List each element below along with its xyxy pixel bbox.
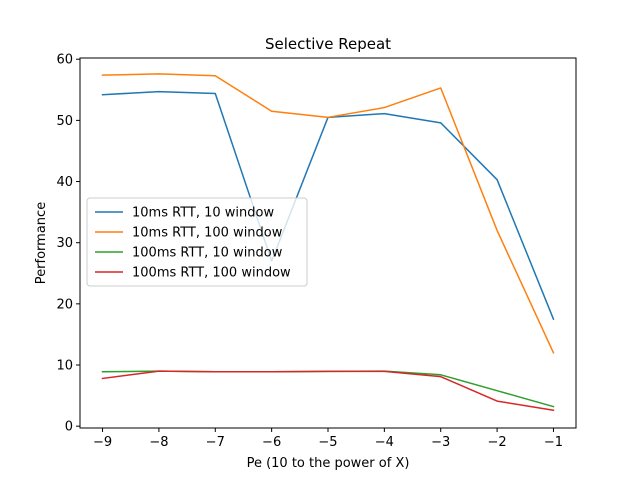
y-axis: 0 10 20 30 40 50 60: [56, 53, 80, 435]
x-tick-label: −7: [206, 435, 225, 450]
x-tick-label: −3: [431, 435, 450, 450]
y-tick-label: 0: [65, 420, 73, 435]
x-tick-label: −2: [488, 435, 507, 450]
x-tick-label: −5: [318, 435, 337, 450]
series-line-2: [101, 73, 555, 354]
legend-label: 100ms RTT, 10 window: [132, 246, 283, 261]
x-tick-label: −9: [93, 435, 112, 450]
legend-label: 10ms RTT, 10 window: [132, 206, 274, 221]
series-line-4: [101, 370, 555, 412]
x-axis: −9 −8 −7 −6 −5 −4 −3 −2 −1: [93, 428, 563, 450]
y-tick-label: 50: [56, 114, 73, 129]
plot-area: [101, 73, 555, 412]
x-axis-label: Pe (10 to the power of X): [247, 456, 410, 471]
x-tick-label: −4: [375, 435, 394, 450]
legend-label: 100ms RTT, 100 window: [132, 266, 291, 281]
x-tick-label: −8: [149, 435, 168, 450]
chart-title: Selective Repeat: [265, 35, 391, 53]
x-tick-label: −6: [262, 435, 281, 450]
y-tick-label: 40: [56, 175, 73, 190]
y-tick-label: 10: [56, 359, 73, 374]
y-tick-label: 20: [56, 297, 73, 312]
y-tick-label: 60: [56, 53, 73, 68]
legend-label: 10ms RTT, 100 window: [132, 226, 283, 241]
legend: 10ms RTT, 10 window 10ms RTT, 100 window 1…: [86, 197, 308, 287]
legend-box: [86, 197, 308, 287]
y-tick-label: 30: [56, 236, 73, 251]
y-axis-label: Performance: [34, 202, 49, 284]
series-line-3: [101, 370, 555, 408]
x-tick-label: −1: [544, 435, 563, 450]
